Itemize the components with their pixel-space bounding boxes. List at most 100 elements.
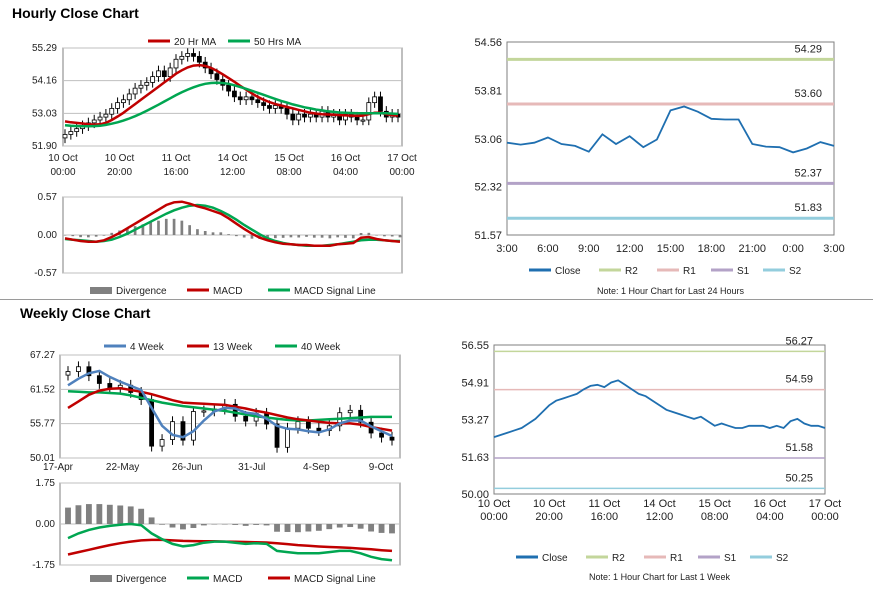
weekly-price-ytick: 61.52 — [30, 384, 55, 395]
hourly-price-candle — [126, 93, 132, 101]
hourly-divergence-bar — [266, 235, 269, 239]
weekly-close-legend-s1: S1 — [724, 553, 737, 564]
hourly-section-title: Hourly Close Chart — [12, 5, 139, 21]
hourly-price-candle — [290, 113, 296, 121]
weekly-price-candle — [159, 439, 165, 447]
hourly-divergence-bar — [110, 232, 114, 235]
hourly-divergence-bar — [227, 234, 230, 235]
weekly-close-xtick-time: 00:00 — [811, 511, 839, 523]
weekly-divergence-bar — [284, 524, 291, 532]
weekly-close-level-label: 56.27 — [785, 335, 813, 347]
weekly-macd-ytick: 0.00 — [36, 519, 56, 530]
weekly-price-xtick: 9-Oct — [369, 462, 394, 473]
hourly-divergence-bar — [94, 235, 98, 237]
hourly-legend-ma50: 50 Hrs MA — [254, 37, 302, 48]
weekly-divergence-bar — [106, 504, 113, 524]
weekly-price-candle — [107, 383, 113, 389]
hourly-price-xtick-time: 12:00 — [220, 167, 245, 178]
weekly-price-xtick: 22-May — [106, 462, 139, 473]
hourly-price-candle — [97, 116, 103, 121]
hourly-price-candle — [296, 113, 302, 121]
hourly-price-candle — [196, 55, 202, 63]
weekly-close-legend-r1: R1 — [670, 553, 683, 564]
hourly-divergence-bar — [79, 235, 82, 238]
hourly-price-candle — [243, 96, 249, 101]
weekly-divergence-bar — [326, 524, 333, 530]
weekly-divergence-bar — [305, 524, 312, 532]
hourly-price-ytick: 54.16 — [32, 76, 57, 87]
weekly-legend-40wk: 40 Week — [301, 342, 341, 353]
hourly-divergence-bar — [305, 235, 308, 237]
weekly-price-candle — [316, 427, 322, 432]
hourly-price-candle — [272, 105, 278, 109]
hourly-divergence-bar — [351, 235, 355, 239]
hourly-price-candle — [378, 96, 383, 112]
hourly-close-ytick: 53.06 — [474, 134, 502, 146]
weekly-price-candle — [170, 421, 175, 440]
weekly-close-xtick-date: 17 Oct — [809, 498, 841, 510]
weekly-price-xtick: 4-Sep — [303, 462, 330, 473]
hourly-price-candle — [161, 70, 167, 78]
weekly-divergence-bar — [253, 524, 260, 525]
hourly-price-candle — [237, 96, 243, 101]
hourly-price-ytick: 53.03 — [32, 108, 57, 119]
weekly-close-xtick-time: 20:00 — [535, 511, 563, 523]
hourly-macd-ytick: 0.00 — [38, 230, 58, 241]
hourly-price-xtick-date: 17 Oct — [387, 153, 417, 164]
hourly-price-candle — [109, 108, 115, 115]
weekly-close-ytick: 56.55 — [461, 340, 489, 352]
hourly-price-ytick: 51.90 — [32, 141, 57, 152]
weekly-close-ytick: 53.27 — [461, 415, 489, 427]
hourly-divergence-bar — [281, 235, 285, 238]
weekly-close-ytick: 51.63 — [461, 452, 489, 464]
weekly-close-xtick-date: 15 Oct — [698, 498, 730, 510]
hourly-price-candle — [179, 55, 185, 60]
hourly-price-candle — [284, 108, 290, 115]
weekly-price-ytick: 55.77 — [30, 419, 55, 430]
section-divider — [0, 299, 873, 300]
weekly-divergence-bar — [200, 524, 207, 526]
hourly-price-ytick: 55.29 — [32, 43, 57, 54]
hourly-divergence-bar — [390, 235, 394, 237]
hourly-close-legend-s1: S1 — [737, 266, 750, 277]
hourly-price-candle — [115, 102, 120, 109]
weekly-price-candle — [96, 375, 102, 384]
hourly-price-candle — [255, 99, 261, 104]
hourly-close-level-label: 54.29 — [794, 43, 822, 55]
hourly-ma50-line — [64, 81, 399, 128]
weekly-price-candle — [285, 427, 290, 448]
hourly-price-xtick-time: 20:00 — [107, 167, 132, 178]
hourly-macd-ytick: -0.57 — [34, 268, 57, 279]
hourly-divergence-bar — [383, 235, 386, 237]
hourly-macd-ytick: 0.57 — [38, 192, 58, 203]
weekly-close-line — [493, 379, 826, 438]
weekly-price-candle — [274, 423, 280, 448]
hourly-divergence-bar — [336, 235, 340, 238]
weekly-price-candle — [180, 421, 186, 441]
hourly-price-candle — [307, 113, 313, 118]
weekly-close-xtick-time: 04:00 — [756, 511, 784, 523]
weekly-divergence-bar — [190, 524, 197, 528]
hourly-price-candle — [74, 128, 80, 132]
weekly-price-xtick: 26-Jun — [172, 462, 203, 473]
weekly-price-xtick: 31-Jul — [238, 462, 265, 473]
hourly-price-xtick-date: 14 Oct — [218, 153, 248, 164]
weekly-close-legend-r2: R2 — [612, 553, 625, 564]
hourly-divergence-bar — [125, 228, 129, 235]
hourly-close-xtick: 9:00 — [578, 243, 599, 255]
weekly-divergence-bar — [221, 524, 228, 525]
hourly-close-xtick: 18:00 — [698, 243, 726, 255]
weekly-divergence-bar — [378, 524, 385, 533]
hourly-divergence-bar — [203, 231, 207, 235]
hourly-price-candle — [62, 134, 68, 139]
hourly-legend-divergence-swatch — [90, 287, 112, 294]
hourly-price-candle — [354, 116, 360, 121]
hourly-legend-macd: MACD — [213, 286, 242, 297]
weekly-price-candle — [379, 432, 384, 438]
weekly-divergence-bar — [295, 524, 301, 533]
hourly-close-xtick: 0:00 — [782, 243, 803, 255]
hourly-price-candle — [68, 131, 74, 135]
weekly-close-xtick-date: 11 Oct — [589, 498, 621, 510]
weekly-divergence-bar — [127, 506, 134, 524]
